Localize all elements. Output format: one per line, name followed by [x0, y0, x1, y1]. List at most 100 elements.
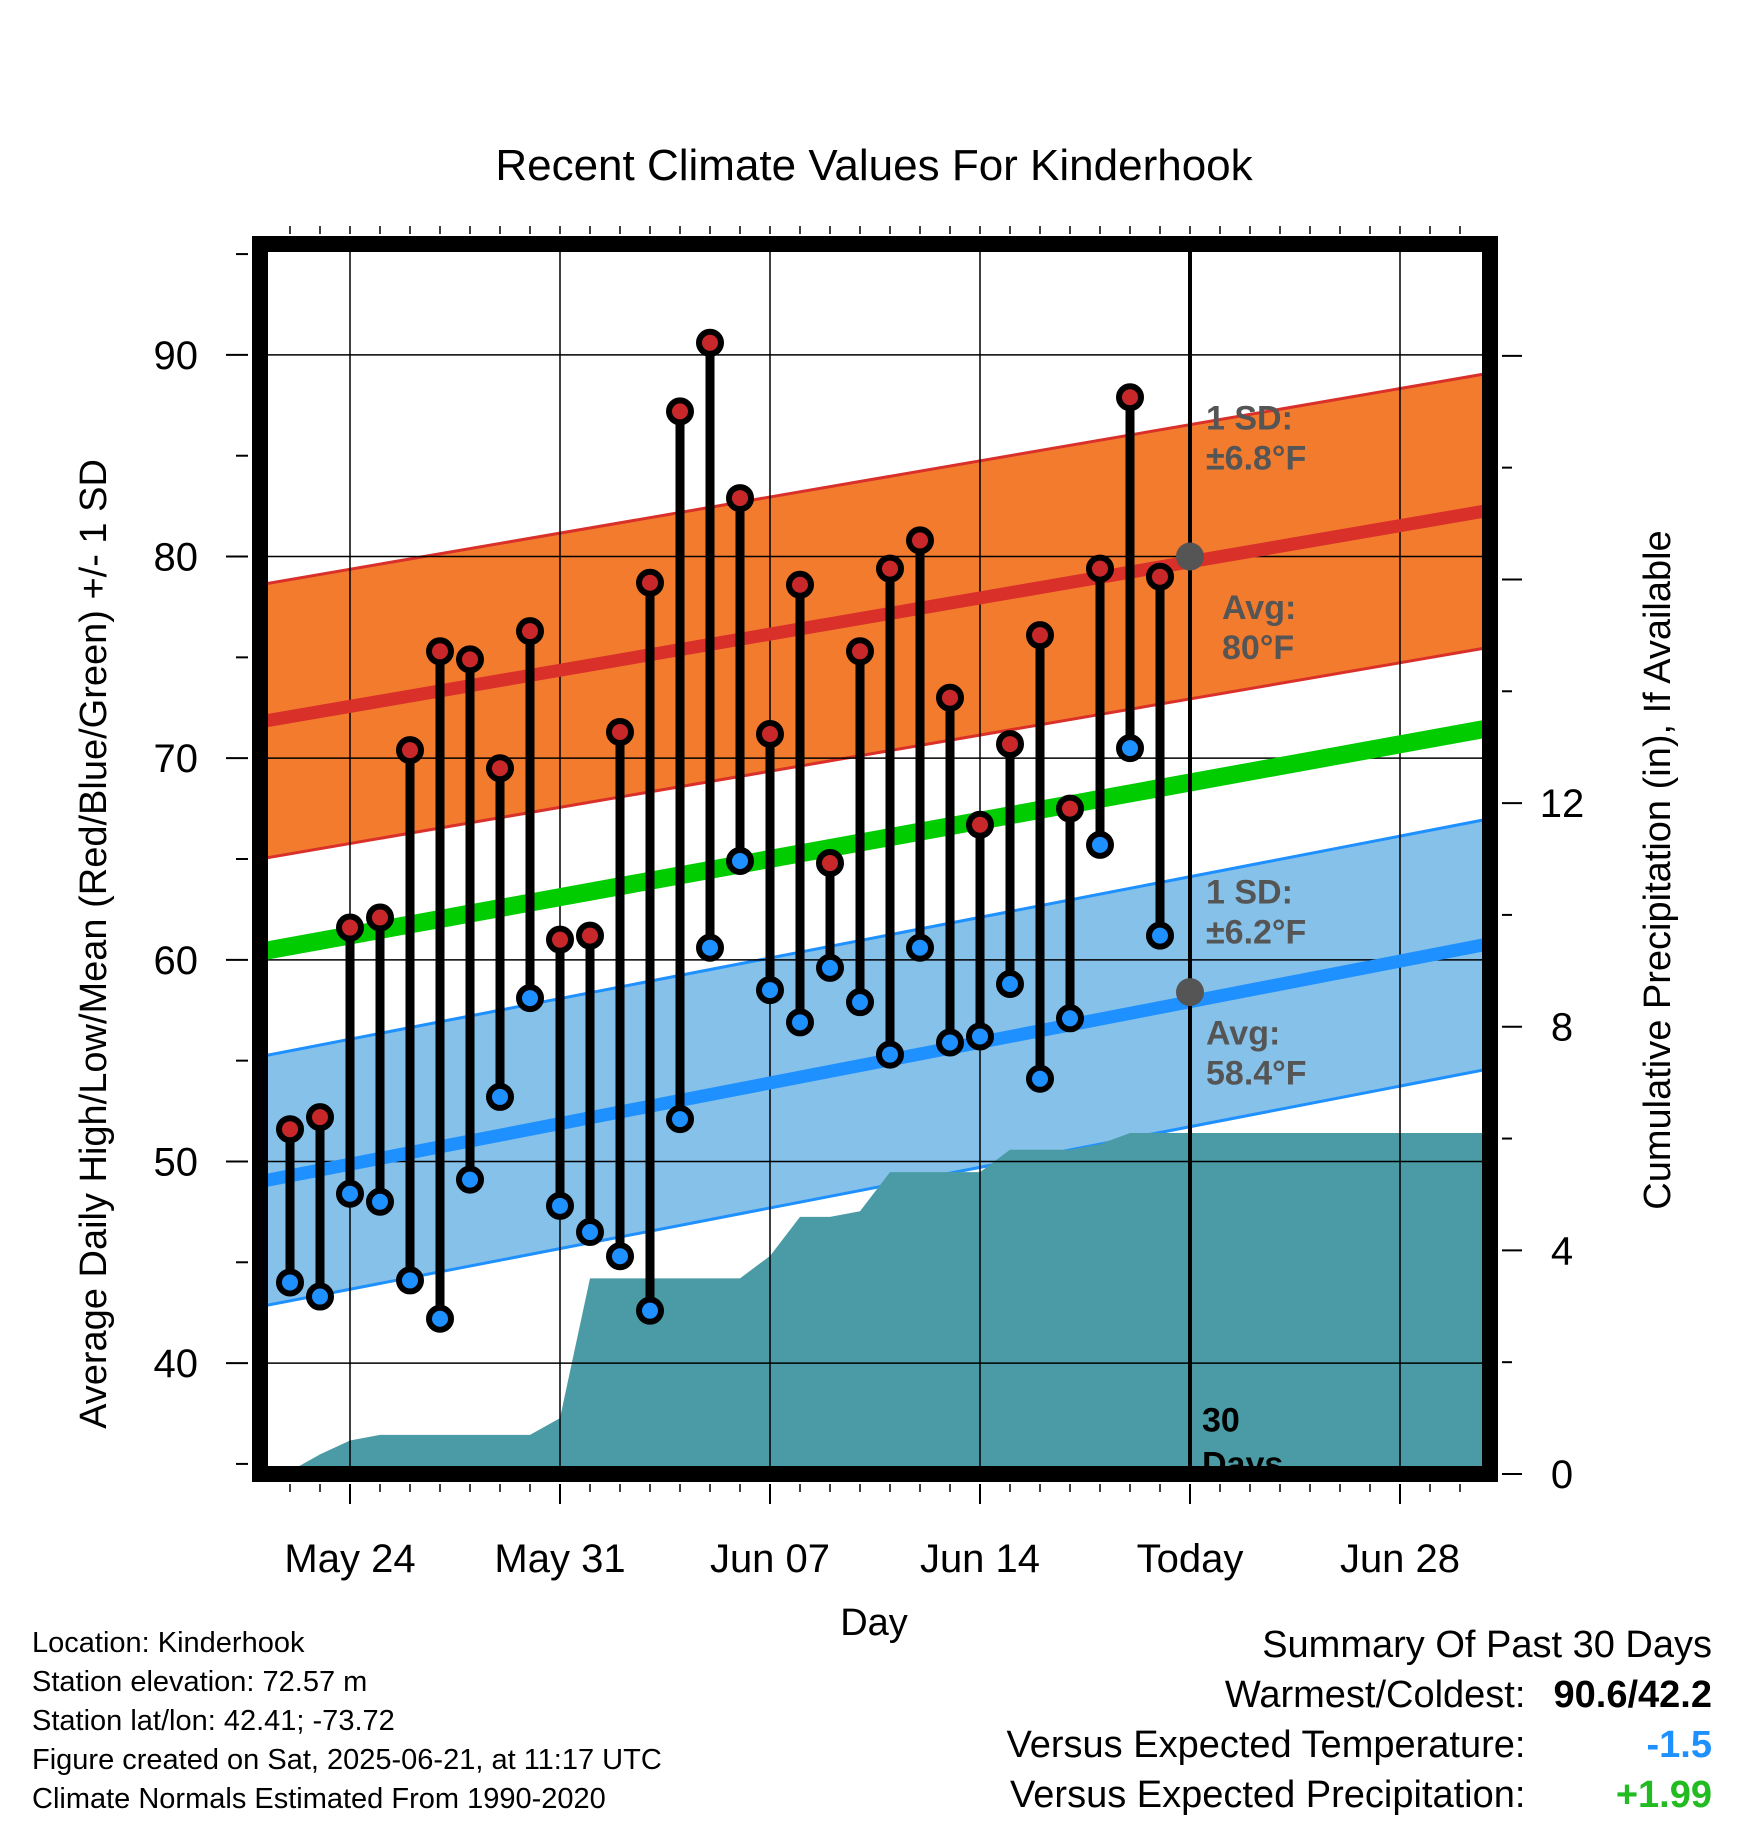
daily-low-point [306, 1282, 334, 1311]
daily-low-point [456, 1165, 484, 1194]
daily-high-point [666, 397, 694, 426]
x-tick-label: Jun 28 [1340, 1537, 1460, 1581]
low-sd-annotation: 1 SD: ±6.2°F [1206, 873, 1306, 951]
temp-label: Versus Expected Temperature: [1006, 1724, 1526, 1766]
y-tick-label: 70 [154, 737, 199, 781]
station-info: Location: Kinderhook Station elevation: … [32, 1624, 662, 1819]
daily-high-point [366, 903, 394, 932]
daily-high-point [996, 730, 1024, 759]
daily-low-point [876, 1040, 904, 1069]
daily-high-point [426, 637, 454, 666]
created-text: Figure created on Sat, 2025-06-21, at 11… [32, 1744, 662, 1776]
daily-low-point [396, 1266, 424, 1295]
daily-high-point [726, 484, 754, 513]
daily-low-point [636, 1296, 664, 1325]
x-tick-label: May 31 [494, 1537, 625, 1581]
daily-low-point [996, 970, 1024, 999]
normals-text: Climate Normals Estimated From 1990-2020 [32, 1783, 606, 1815]
x-tick-label: May 24 [284, 1537, 415, 1581]
daily-high-point [786, 570, 814, 599]
daily-high-point [276, 1115, 304, 1144]
today-low-avg-marker [1176, 978, 1204, 1007]
axes: 40 50 60 70 80 90 0 4 8 12 May 24 May 31 Jun 07 Jun 1… [154, 226, 1585, 1581]
daily-high-point [576, 921, 604, 950]
daily-low-point [276, 1268, 304, 1297]
warmest-value: 90.6/42.2 [1553, 1674, 1712, 1716]
daily-high-point [396, 736, 424, 765]
daily-low-point [666, 1105, 694, 1134]
normal-mean-line [260, 719, 1490, 961]
summary-title: Summary Of Past 30 Days [1262, 1624, 1712, 1666]
daily-high-point [1086, 554, 1114, 583]
today-high-avg-marker [1176, 542, 1204, 571]
y-tick-label: 80 [154, 536, 199, 580]
y2-tick-label: 12 [1540, 782, 1585, 826]
daily-low-point [906, 933, 934, 962]
daily-low-point [426, 1304, 454, 1333]
latlon-text: Station lat/lon: 42.41; -73.72 [32, 1705, 395, 1737]
daily-high-point [966, 810, 994, 839]
daily-high-point [456, 645, 484, 674]
daily-high-point [636, 568, 664, 597]
daily-high-point [876, 554, 904, 583]
y-tick-label: 40 [154, 1342, 199, 1386]
daily-low-point [336, 1179, 364, 1208]
elevation-text: Station elevation: 72.57 m [32, 1666, 368, 1698]
daily-high-point [306, 1103, 334, 1132]
x-axis-label: Day [840, 1602, 908, 1644]
daily-high-point [846, 637, 874, 666]
daily-high-point [1026, 621, 1054, 650]
precip-value: +1.99 [1615, 1774, 1712, 1816]
precip-row: Versus Expected Precipitation: +1.99 [1007, 1770, 1712, 1820]
warmest-row: Warmest/Coldest: 90.6/42.2 [1007, 1670, 1712, 1720]
y2-tick-label: 8 [1551, 1006, 1573, 1050]
normal-low-line [260, 937, 1490, 1189]
daily-high-point [1146, 562, 1174, 591]
daily-low-point [1146, 921, 1174, 950]
summary-panel: Summary Of Past 30 Days Warmest/Coldest:… [1007, 1620, 1712, 1820]
precip-label: Versus Expected Precipitation: [1010, 1774, 1526, 1816]
daily-low-point [696, 933, 724, 962]
location-text: Location: Kinderhook [32, 1627, 305, 1659]
high-avg-annotation: Avg: 80°F [1222, 589, 1296, 667]
daily-low-point [516, 984, 544, 1013]
precip-area [260, 1132, 1490, 1474]
daily-low-point [1026, 1064, 1054, 1093]
y2-tick-label: 4 [1551, 1229, 1573, 1273]
daily-low-point [366, 1187, 394, 1216]
daily-low-point [756, 976, 784, 1005]
daily-high-point [696, 328, 724, 357]
daily-low-point [966, 1022, 994, 1051]
y-tick-label: 90 [154, 334, 199, 378]
daily-high-point [936, 683, 964, 712]
temp-value: -1.5 [1646, 1724, 1712, 1766]
high-sd-annotation: 1 SD: ±6.8°F [1206, 400, 1306, 478]
y-tick-label: 60 [154, 939, 199, 983]
daily-low-point [936, 1028, 964, 1057]
daily-high-point [516, 617, 544, 646]
plot-content: 1 SD: ±6.8°F Avg: 80°F 1 SD: ±6.2°F Avg: 58.4°F… [260, 244, 1490, 1474]
daily-high-point [546, 925, 574, 954]
low-avg-annotation: Avg: 58.4°F [1206, 1015, 1307, 1093]
daily-low-point [606, 1242, 634, 1271]
daily-low-point [1116, 734, 1144, 763]
daily-low-point [1086, 830, 1114, 859]
temp-row: Versus Expected Temperature: -1.5 [1007, 1720, 1712, 1770]
daily-high-point [1056, 794, 1084, 823]
plot-area: 1 SD: ±6.8°F Avg: 80°F 1 SD: ±6.2°F Avg: 58.4°F… [260, 244, 1490, 1474]
normal-high-line [260, 503, 1490, 729]
daily-high-point [486, 754, 514, 783]
daily-high-point [1116, 383, 1144, 412]
plot-frame [252, 236, 1498, 1482]
x-tick-label: Today [1137, 1537, 1244, 1581]
y2-axis-label: Cumulative Precipitation (in), If Availa… [1637, 530, 1679, 1209]
daily-high-point [606, 717, 634, 746]
chart-title: Recent Climate Values For Kinderhook [495, 141, 1253, 190]
x-tick-label: Jun 07 [710, 1537, 830, 1581]
x-tick-label: Jun 14 [920, 1537, 1040, 1581]
warmest-label: Warmest/Coldest: [1224, 1674, 1526, 1716]
daily-low-point [486, 1082, 514, 1111]
daily-low-point [546, 1191, 574, 1220]
daily-high-point [336, 913, 364, 942]
